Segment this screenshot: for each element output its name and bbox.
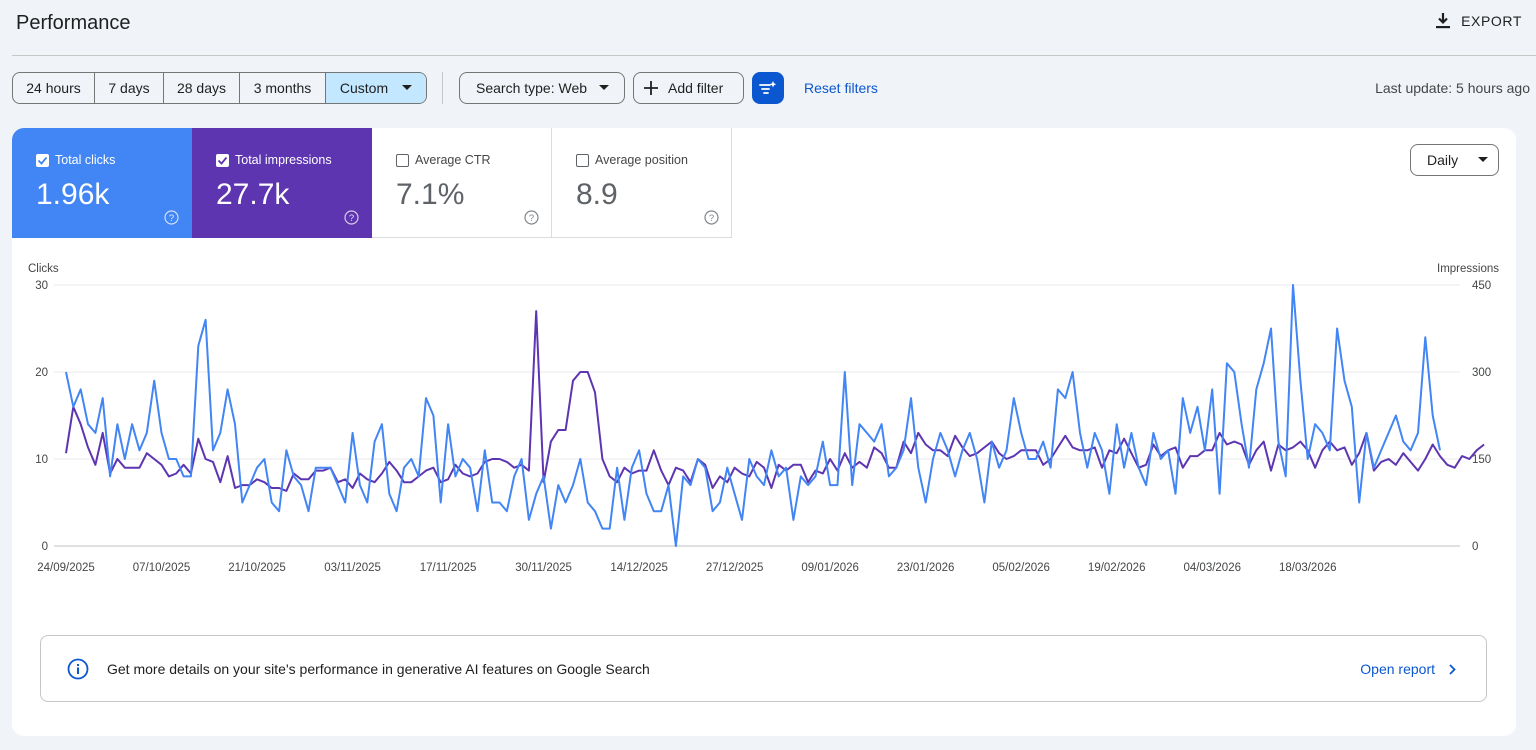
add-filter-label: Add filter	[668, 80, 724, 96]
x-tick-label: 30/11/2025	[515, 562, 572, 574]
ai-features-banner: Get more details on your site's performa…	[40, 635, 1487, 702]
export-label: EXPORT	[1461, 12, 1522, 29]
metric-total-clicks[interactable]: Total clicks 1.96k ?	[12, 128, 192, 238]
y-tick-left: 10	[35, 454, 48, 466]
range-custom[interactable]: Custom	[326, 73, 426, 103]
checkbox-checked[interactable]	[216, 153, 229, 167]
search-type-dropdown[interactable]: Search type: Web	[459, 72, 625, 104]
metric-value: 7.1%	[396, 178, 465, 211]
svg-text:?: ?	[709, 213, 714, 224]
metric-value: 27.7k	[216, 178, 290, 211]
x-tick-label: 19/02/2026	[1088, 562, 1146, 574]
help-icon[interactable]: ?	[704, 210, 719, 225]
caret-down-icon	[402, 85, 413, 90]
x-tick-label: 04/03/2026	[1183, 562, 1241, 574]
filter-toolbar: 24 hours 7 days 28 days 3 months Custom …	[12, 72, 1532, 104]
performance-chart: Clicks Impressions 30 450 20 300 10 150 0 0 24/09/…	[28, 263, 1499, 574]
y-tick-left: 0	[42, 541, 48, 553]
banner-message: Get more details on your site's performa…	[107, 661, 650, 677]
y-tick-right: 300	[1472, 367, 1491, 379]
caret-down-icon	[1478, 157, 1489, 162]
svg-text:?: ?	[169, 213, 174, 224]
download-icon	[1436, 13, 1451, 29]
page-title: Performance	[16, 12, 131, 34]
y-tick-right: 150	[1472, 454, 1491, 466]
checkbox-unchecked[interactable]	[396, 153, 409, 167]
range-3-months[interactable]: 3 months	[240, 73, 326, 103]
y-axis-right-title: Impressions	[1437, 263, 1499, 275]
metric-label-row: Total clicks	[36, 153, 115, 167]
metric-value: 1.96k	[36, 178, 110, 211]
x-tick-label: 17/11/2025	[420, 562, 477, 574]
x-tick-label: 09/01/2026	[801, 562, 859, 574]
range-custom-label: Custom	[339, 80, 389, 96]
metric-label-row: Total impressions	[216, 153, 332, 167]
y-tick-left: 30	[35, 280, 48, 292]
granularity-label: Daily	[1427, 152, 1459, 168]
metric-value: 8.9	[576, 178, 618, 211]
range-24-hours[interactable]: 24 hours	[13, 73, 95, 103]
y-tick-right: 450	[1472, 280, 1491, 292]
svg-text:?: ?	[529, 213, 534, 224]
metric-label: Total impressions	[235, 153, 332, 167]
toolbar-divider	[442, 72, 443, 104]
x-tick-label: 23/01/2026	[897, 562, 955, 574]
chevron-right-icon	[1449, 663, 1456, 675]
x-tick-label: 03/11/2025	[324, 562, 381, 574]
metric-average-ctr[interactable]: Average CTR 7.1% ?	[372, 128, 552, 238]
y-tick-left: 20	[35, 367, 48, 379]
metric-label: Total clicks	[55, 153, 116, 167]
filter-sparkle-icon	[759, 81, 777, 94]
range-28-days[interactable]: 28 days	[164, 73, 240, 103]
x-tick-label: 24/09/2025	[37, 562, 95, 574]
search-type-label: Search type: Web	[476, 80, 588, 96]
info-icon	[67, 658, 89, 680]
open-report-link[interactable]: Open report	[1360, 661, 1456, 677]
metric-total-impressions[interactable]: Total impressions 27.7k ?	[192, 128, 372, 238]
svg-text:?: ?	[349, 213, 354, 224]
metric-label-row: Average CTR	[396, 153, 491, 167]
filter-suggestions-button[interactable]	[752, 72, 784, 104]
help-icon[interactable]: ?	[524, 210, 539, 225]
metric-label: Average CTR	[415, 153, 491, 167]
open-report-label: Open report	[1360, 661, 1435, 677]
date-range-selector: 24 hours 7 days 28 days 3 months Custom	[12, 72, 427, 104]
caret-down-icon	[599, 85, 610, 90]
reset-filters-link[interactable]: Reset filters	[804, 80, 878, 96]
clicks-line	[65, 284, 1441, 547]
x-tick-label: 18/03/2026	[1279, 562, 1337, 574]
add-filter-button[interactable]: Add filter	[633, 72, 744, 104]
x-tick-label: 07/10/2025	[133, 562, 191, 574]
x-tick-label: 14/12/2025	[610, 562, 668, 574]
granularity-dropdown[interactable]: Daily	[1410, 144, 1499, 176]
last-update-text: Last update: 5 hours ago	[1375, 80, 1530, 96]
performance-card: Total clicks 1.96k ? Total impressions 2…	[12, 128, 1516, 736]
range-7-days[interactable]: 7 days	[95, 73, 164, 103]
metric-label-row: Average position	[576, 153, 688, 167]
metric-label: Average position	[595, 153, 688, 167]
x-tick-label: 05/02/2026	[992, 562, 1050, 574]
help-icon[interactable]: ?	[164, 210, 179, 225]
checkbox-checked[interactable]	[36, 153, 49, 167]
header-divider	[12, 55, 1536, 56]
checkbox-unchecked[interactable]	[576, 153, 589, 167]
page-header: Performance EXPORT	[0, 0, 1536, 56]
plus-icon	[644, 81, 658, 95]
help-icon[interactable]: ?	[344, 210, 359, 225]
metric-average-position[interactable]: Average position 8.9 ?	[552, 128, 732, 238]
export-button[interactable]: EXPORT	[1435, 12, 1522, 29]
x-tick-label: 21/10/2025	[228, 562, 286, 574]
y-axis-left-title: Clicks	[28, 263, 59, 275]
y-tick-right: 0	[1472, 541, 1478, 553]
x-tick-label: 27/12/2025	[706, 562, 764, 574]
